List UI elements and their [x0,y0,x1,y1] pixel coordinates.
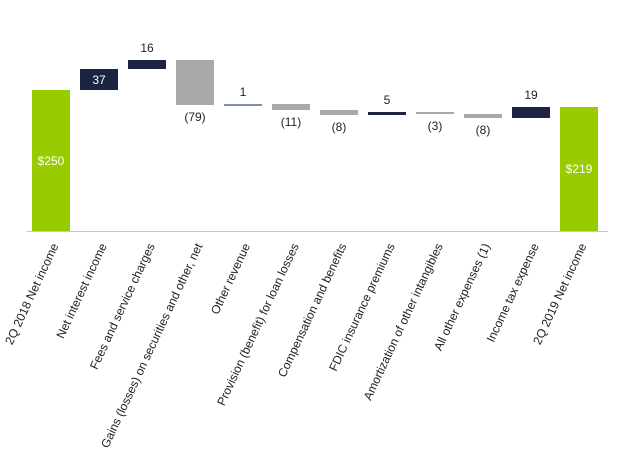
bar-value-label: (11) [280,115,302,130]
bar-value-label: 19 [524,88,538,103]
bar-6 [320,110,358,115]
x-axis-category-label: Other revenue [207,241,254,317]
bar-value-label: (8) [475,123,491,138]
bar-0 [32,90,70,231]
bar-value-label: (79) [184,109,206,124]
bar-7 [368,111,406,115]
bar-value-label: $219 [565,162,593,177]
bar-2 [128,60,166,70]
bar-value-label: $250 [37,153,65,168]
bar-1 [80,69,118,90]
bar-11 [560,107,598,231]
x-axis-category-label: 2Q 2018 Net income [2,241,62,347]
bar-value-label: 1 [239,85,247,100]
bar-value-label: 5 [383,92,391,107]
x-axis-line [27,231,608,232]
bar-4 [224,104,262,106]
bar-value-label: (3) [427,118,443,133]
x-axis-category-label: Income tax expense [483,241,542,345]
bar-10 [512,107,550,119]
bar-value-label: (8) [331,119,347,134]
bar-value-label: 37 [92,72,106,87]
x-axis-category-label: Net interest income [53,241,110,341]
bar-value-label: 16 [140,41,154,56]
x-axis-category-label: Gains (losses) on securities and other, … [98,241,206,451]
x-axis-category-label: Provision (benefit) for loan losses [214,241,302,408]
x-axis-category-label: 2Q 2019 Net income [530,241,590,347]
bar-8 [416,111,454,114]
bar-9 [464,113,502,119]
bar-5 [272,104,310,111]
bar-3 [176,60,214,105]
